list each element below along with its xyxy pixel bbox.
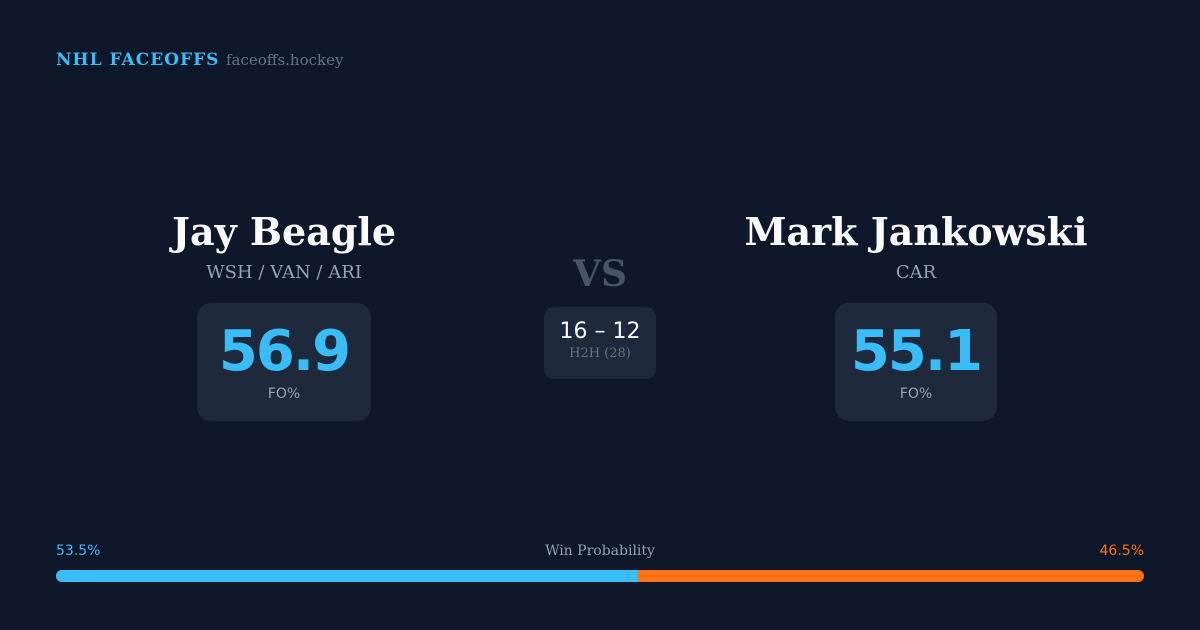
right-fo-label: FO% [899, 386, 933, 402]
right-player: Mark Jankowski CAR 55.1 FO% [706, 208, 1126, 421]
left-player: Jay Beagle WSH / VAN / ARI 56.9 FO% [74, 208, 494, 421]
right-fo-value: 55.1 [850, 319, 983, 384]
win-prob-bar [56, 570, 1144, 582]
right-win-prob: 46.5% [1099, 543, 1144, 559]
left-win-prob-fill [56, 570, 639, 582]
site-url: faceoffs.hockey [226, 51, 344, 69]
h2h-label: H2H (28) [569, 346, 631, 361]
win-prob-label: Win Probability [545, 543, 655, 559]
right-player-name: Mark Jankowski [744, 209, 1088, 254]
left-fo-value: 56.9 [218, 319, 351, 384]
left-fo-card: 56.9 FO% [197, 303, 371, 421]
right-fo-card: 55.1 FO% [835, 303, 997, 421]
h2h-score: 16 – 12 [559, 319, 641, 344]
left-win-prob: 53.5% [56, 543, 101, 559]
left-player-teams: WSH / VAN / ARI [206, 262, 362, 283]
vs-label: VS [573, 253, 627, 295]
h2h-card: 16 – 12 H2H (28) [544, 307, 656, 379]
left-fo-label: FO% [267, 386, 301, 402]
brand-title: NHL FACEOFFS [56, 50, 220, 70]
left-player-name: Jay Beagle [171, 209, 396, 254]
right-player-teams: CAR [895, 262, 937, 283]
